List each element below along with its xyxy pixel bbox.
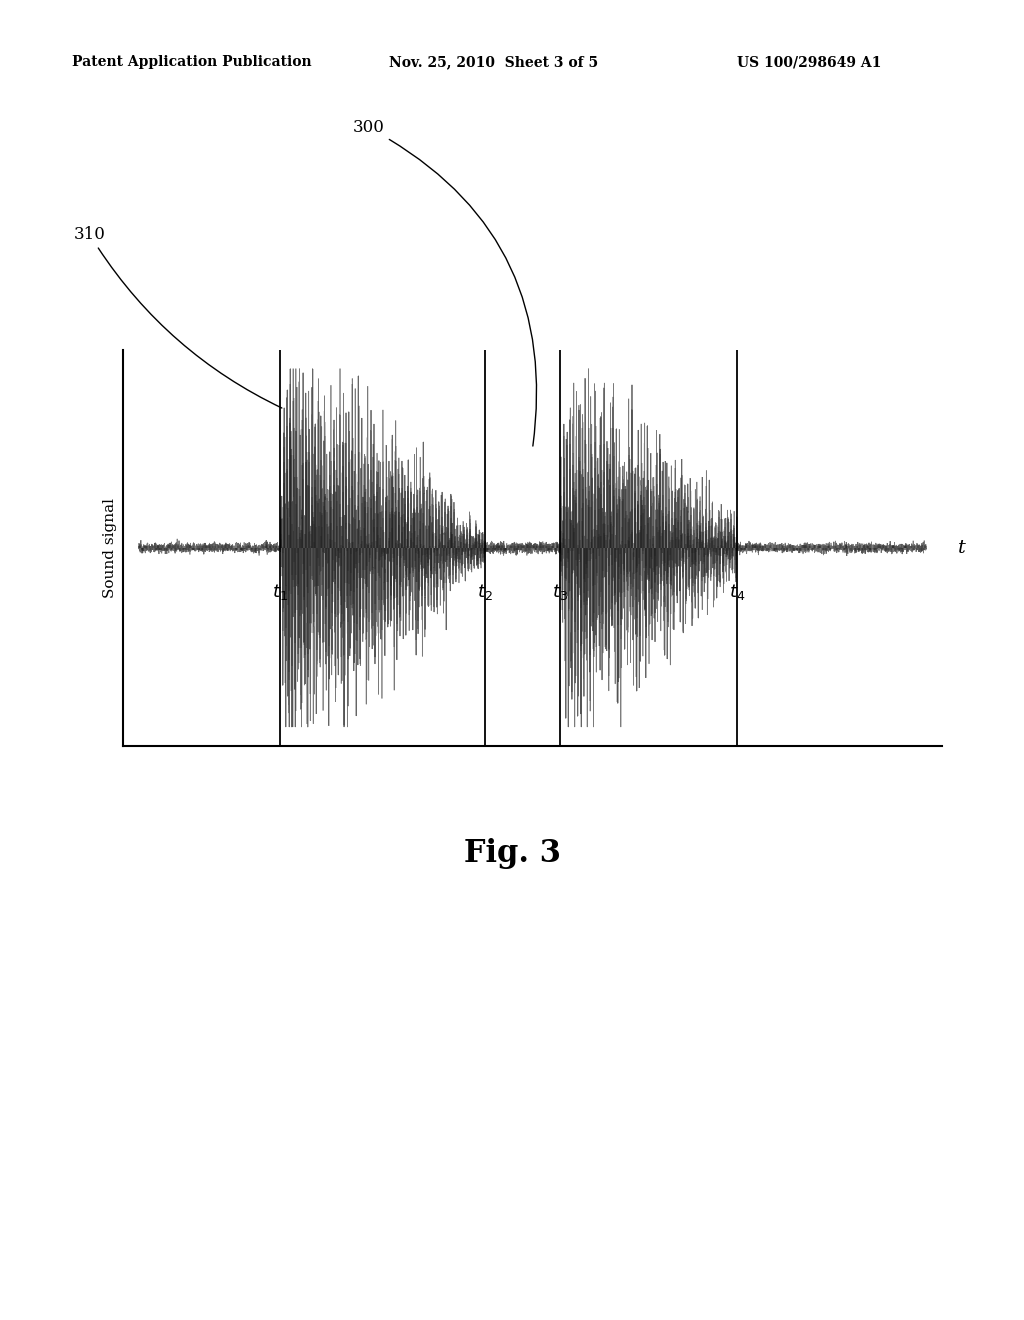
Text: $t_1$: $t_1$ xyxy=(272,582,289,602)
Text: $t_3$: $t_3$ xyxy=(552,582,568,602)
Text: t: t xyxy=(957,539,966,557)
Text: Patent Application Publication: Patent Application Publication xyxy=(72,55,311,70)
Text: US 100/298649 A1: US 100/298649 A1 xyxy=(737,55,882,70)
Text: Nov. 25, 2010  Sheet 3 of 5: Nov. 25, 2010 Sheet 3 of 5 xyxy=(389,55,598,70)
Text: $t_2$: $t_2$ xyxy=(477,582,494,602)
Text: Fig. 3: Fig. 3 xyxy=(464,838,560,869)
Y-axis label: Sound signal: Sound signal xyxy=(103,498,118,598)
Text: $t_4$: $t_4$ xyxy=(729,582,745,602)
Text: 300: 300 xyxy=(352,119,537,446)
Text: 310: 310 xyxy=(74,226,282,408)
